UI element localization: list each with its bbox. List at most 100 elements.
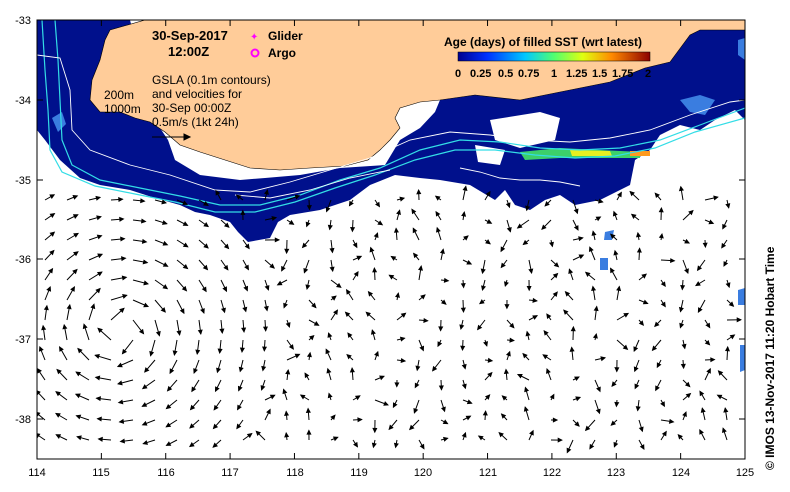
velocity-arrowhead xyxy=(642,299,649,305)
gsla-line: GSLA (0.1m contours) xyxy=(152,73,271,87)
velocity-arrowhead xyxy=(574,421,580,427)
velocity-arrowhead xyxy=(288,219,295,225)
x-tick-label: 120 xyxy=(414,467,432,479)
velocity-arrowhead xyxy=(736,317,742,323)
velocity-arrowhead xyxy=(564,291,571,297)
velocity-arrowhead xyxy=(651,345,658,352)
velocity-arrowhead xyxy=(505,202,511,209)
velocity-arrowhead xyxy=(682,411,687,417)
velocity-arrowhead xyxy=(46,285,52,292)
velocity-arrowhead xyxy=(617,191,622,198)
velocity-arrowhead xyxy=(70,285,75,292)
gsla-contour xyxy=(234,169,391,199)
velocity-arrowhead xyxy=(438,385,444,391)
velocity-arrowhead xyxy=(443,277,450,283)
velocity-arrowhead xyxy=(276,280,283,286)
velocity-arrowhead xyxy=(82,323,88,330)
velocity-arrowhead xyxy=(392,402,398,409)
glider-marker-icon: ✦ xyxy=(250,32,258,43)
velocity-arrowhead xyxy=(622,344,629,351)
gsla-line: and velocities for xyxy=(152,87,242,101)
velocity-arrowhead xyxy=(219,328,225,335)
velocity-arrowhead xyxy=(541,224,547,231)
velocity-arrowhead xyxy=(313,321,320,326)
velocity-arrowhead xyxy=(55,391,61,397)
velocity-arrowhead xyxy=(543,329,549,336)
velocity-arrowhead xyxy=(121,275,128,281)
velocity-arrowhead xyxy=(76,435,82,441)
velocity-arrowhead xyxy=(441,406,446,413)
velocity-arrowhead xyxy=(419,345,425,352)
sst-warm-band xyxy=(630,151,650,156)
velocity-arrowhead xyxy=(498,431,504,438)
velocity-arrowhead xyxy=(598,198,604,204)
velocity-arrowhead xyxy=(681,343,687,350)
sst-age-colorbar: Age (days) of filled SST (wrt latest) 0 … xyxy=(444,35,651,80)
velocity-arrowhead xyxy=(243,285,249,292)
velocity-arrowhead xyxy=(595,216,602,222)
velocity-arrowhead xyxy=(261,365,267,372)
velocity-arrowhead xyxy=(118,418,125,424)
velocity-arrowhead xyxy=(542,354,549,360)
y-tick-label: -38 xyxy=(15,414,31,426)
velocity-arrowhead xyxy=(96,215,102,221)
velocity-arrowhead xyxy=(593,305,599,312)
velocity-arrowhead xyxy=(461,211,467,217)
velocity-arrowhead xyxy=(399,336,406,342)
velocity-arrowhead xyxy=(480,268,486,275)
y-tick-label: -36 xyxy=(15,254,31,266)
velocity-arrowhead xyxy=(294,353,301,359)
velocity-arrowhead xyxy=(635,406,641,412)
velocity-arrowhead xyxy=(516,223,523,229)
velocity-arrowhead xyxy=(610,420,616,426)
velocity-arrowhead xyxy=(638,426,644,433)
sst-light-patch xyxy=(740,345,745,372)
velocity-arrowhead xyxy=(679,322,685,329)
velocity-arrowhead xyxy=(329,266,335,273)
velocity-arrowhead xyxy=(633,346,639,353)
velocity-arrowhead xyxy=(522,352,528,359)
velocity-arrowhead xyxy=(722,223,727,230)
velocity-arrowhead xyxy=(262,346,268,352)
velocity-arrowhead xyxy=(670,258,676,264)
velocity-arrowhead xyxy=(485,239,491,245)
velocity-arrowhead xyxy=(332,436,339,442)
velocity-arrowhead xyxy=(563,309,569,315)
velocity-arrowhead xyxy=(393,442,399,449)
velocity-arrowhead xyxy=(372,427,378,434)
velocity-arrowhead xyxy=(716,394,723,400)
velocity-arrowhead xyxy=(327,392,333,399)
velocity-arrowhead xyxy=(200,308,205,314)
velocity-arrowhead xyxy=(557,437,563,443)
velocity-arrowhead xyxy=(117,380,123,386)
velocity-arrowhead xyxy=(702,242,708,249)
velocity-arrowhead xyxy=(244,243,250,250)
velocity-arrowhead xyxy=(141,402,148,407)
velocity-arrowhead xyxy=(575,396,582,402)
velocity-arrowhead xyxy=(347,332,353,338)
velocity-arrowhead xyxy=(95,396,101,402)
velocity-arrowhead xyxy=(143,280,149,286)
velocity-arrowhead xyxy=(202,264,209,271)
velocity-arrowhead xyxy=(477,435,484,441)
plot-frame xyxy=(36,19,746,460)
velocity-arrowhead xyxy=(552,417,559,423)
velocity-arrowhead xyxy=(220,307,226,314)
velocity-arrowhead xyxy=(331,295,337,301)
y-tick-label: -33 xyxy=(15,15,31,27)
velocity-arrowhead xyxy=(634,383,640,390)
velocity-arrowhead xyxy=(717,370,724,376)
velocity-arrowhead xyxy=(354,395,361,401)
velocity-arrowhead xyxy=(120,236,126,242)
velocity-arrowhead xyxy=(612,210,618,217)
velocity-arrowhead xyxy=(668,418,675,424)
sst-light-patch xyxy=(738,38,745,60)
velocity-arrowhead xyxy=(142,440,149,445)
colorbar-tick-label: 1.5 xyxy=(592,68,607,80)
velocity-arrowhead xyxy=(336,282,342,288)
velocity-arrowhead xyxy=(306,351,312,358)
velocity-arrowhead xyxy=(59,345,64,352)
velocity-arrowhead xyxy=(549,393,555,400)
velocity-arrowhead xyxy=(353,441,359,448)
velocity-arrowhead xyxy=(460,283,466,289)
